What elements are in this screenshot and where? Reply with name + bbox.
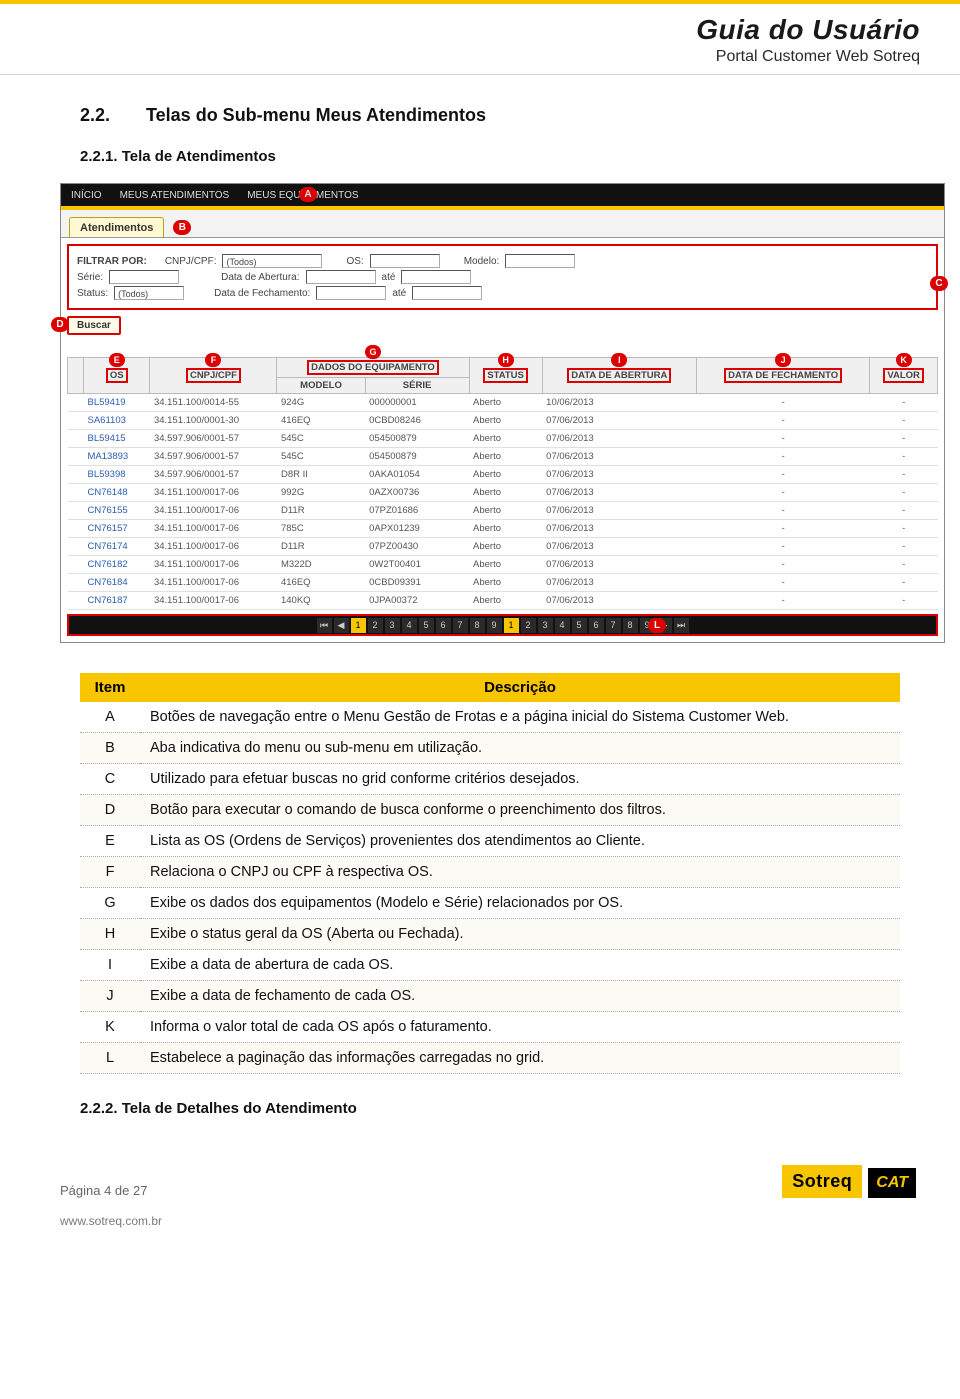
desc-row: FRelaciona o CNPJ ou CPF à respectiva OS… xyxy=(80,857,900,888)
table-row[interactable]: SA6110334.151.100/0001-30416EQ0CBD08246A… xyxy=(68,412,938,430)
pager-page[interactable]: 5 xyxy=(572,618,587,633)
pager-page[interactable]: 1 xyxy=(351,618,366,633)
filter-label: FILTRAR POR: xyxy=(77,256,147,267)
table-row[interactable]: BL5939834.597.906/0001-57D8R II0AKA01054… xyxy=(68,466,938,484)
desc-row: BAba indicativa do menu ou sub-menu em u… xyxy=(80,733,900,764)
pager-page[interactable]: 2 xyxy=(521,618,536,633)
subsection-heading: 2.2.1. Tela de Atendimentos xyxy=(80,148,900,165)
desc-row: GExibe os dados dos equipamentos (Modelo… xyxy=(80,888,900,919)
tab-row: Atendimentos B xyxy=(61,210,944,238)
desc-row: ABotões de navegação entre o Menu Gestão… xyxy=(80,702,900,733)
table-row[interactable]: CN7617434.151.100/0017-06D11R07PZ00430Ab… xyxy=(68,538,938,556)
desc-row: ELista as OS (Ordens de Serviços) proven… xyxy=(80,826,900,857)
pager: ⏮ ◀ 123456789123456789 ▶ ⏭ L xyxy=(67,614,938,636)
nav-meus-atendimentos[interactable]: MEUS ATENDIMENTOS xyxy=(120,190,230,201)
section-heading: 2.2. Telas do Sub-menu Meus Atendimentos xyxy=(80,105,900,126)
cat-logo: CAT xyxy=(868,1168,916,1198)
desc-row: LEstabelece a paginação das informações … xyxy=(80,1043,900,1074)
tab-atendimentos[interactable]: Atendimentos B xyxy=(69,217,164,237)
desc-row: HExibe o status geral da OS (Aberta ou F… xyxy=(80,919,900,950)
marker-d: D xyxy=(51,317,69,332)
table-row[interactable]: CN7615734.151.100/0017-06785C0APX01239Ab… xyxy=(68,520,938,538)
data-fechamento-from[interactable] xyxy=(316,286,386,300)
pager-prev[interactable]: ◀ xyxy=(334,618,349,633)
sotreq-logo: Sotreq xyxy=(782,1165,862,1198)
data-abertura-to[interactable] xyxy=(401,270,471,284)
cnpj-select[interactable]: (Todos) xyxy=(222,254,322,268)
data-fechamento-to[interactable] xyxy=(412,286,482,300)
desc-row: IExibe a data de abertura de cada OS. xyxy=(80,950,900,981)
table-row[interactable]: MA1389334.597.906/0001-57545C054500879Ab… xyxy=(68,448,938,466)
marker-l: L xyxy=(648,618,666,633)
desc-row: DBotão para executar o comando de busca … xyxy=(80,795,900,826)
document-header: Guia do Usuário Portal Customer Web Sotr… xyxy=(0,0,960,75)
pager-page[interactable]: 4 xyxy=(402,618,417,633)
table-row[interactable]: CN7614834.151.100/0017-06992G0AZX00736Ab… xyxy=(68,484,938,502)
footer: Página 4 de 27 Sotreq CAT xyxy=(0,1155,960,1210)
subsection-title: Tela de Atendimentos xyxy=(122,148,276,165)
nav-inicio[interactable]: INÍCIO xyxy=(71,190,102,201)
subsection-number: 2.2.1. xyxy=(80,148,118,165)
col-equip: GDADOS DO EQUIPAMENTO xyxy=(307,360,439,375)
pager-page[interactable]: 2 xyxy=(368,618,383,633)
modelo-input[interactable] xyxy=(505,254,575,268)
marker-c: C xyxy=(930,276,948,291)
serie-input[interactable] xyxy=(109,270,179,284)
doc-title: Guia do Usuário xyxy=(696,14,920,46)
buscar-button[interactable]: Buscar xyxy=(67,316,121,335)
desc-row: KInforma o valor total de cada OS após o… xyxy=(80,1012,900,1043)
col-fechamento[interactable]: JDATA DE FECHAMENTO xyxy=(724,368,842,383)
marker-b: B xyxy=(173,220,191,235)
nav-bar: INÍCIO MEUS ATENDIMENTOS MEUS EQUIPAMENT… xyxy=(61,184,944,206)
table-row[interactable]: CN7618234.151.100/0017-06M322D0W2T00401A… xyxy=(68,556,938,574)
col-os[interactable]: EOS xyxy=(106,368,128,383)
filter-panel: FILTRAR POR: CNPJ/CPF: (Todos) OS: Model… xyxy=(67,244,938,310)
next-subsection-heading: 2.2.2. Tela de Detalhes do Atendimento xyxy=(80,1100,900,1117)
table-row[interactable]: CN7618434.151.100/0017-06416EQ0CBD09391A… xyxy=(68,574,938,592)
col-item-header: Item xyxy=(80,673,140,702)
os-input[interactable] xyxy=(370,254,440,268)
data-abertura-from[interactable] xyxy=(306,270,376,284)
pager-page[interactable]: 3 xyxy=(385,618,400,633)
pager-page[interactable]: 7 xyxy=(453,618,468,633)
pager-first[interactable]: ⏮ xyxy=(317,618,332,633)
desc-row: CUtilizado para efetuar buscas no grid c… xyxy=(80,764,900,795)
table-row[interactable]: CN7618734.151.100/0017-06140KQ0JPA00372A… xyxy=(68,592,938,610)
footer-url: www.sotreq.com.br xyxy=(60,1214,960,1228)
desc-row: JExibe a data de fechamento de cada OS. xyxy=(80,981,900,1012)
col-modelo[interactable]: MODELO xyxy=(277,378,365,394)
section-title: Telas do Sub-menu Meus Atendimentos xyxy=(146,105,486,126)
col-status[interactable]: HSTATUS xyxy=(483,368,528,383)
table-row[interactable]: CN7615534.151.100/0017-06D11R07PZ01686Ab… xyxy=(68,502,938,520)
col-abertura[interactable]: IDATA DE ABERTURA xyxy=(567,368,671,383)
pager-last[interactable]: ⏭ xyxy=(674,618,689,633)
next-subsection-number: 2.2.2. xyxy=(80,1100,118,1117)
pager-page[interactable]: 4 xyxy=(555,618,570,633)
description-table: Item Descrição ABotões de navegação entr… xyxy=(80,673,900,1074)
doc-subtitle: Portal Customer Web Sotreq xyxy=(696,48,920,66)
pager-page[interactable]: 9 xyxy=(487,618,502,633)
screenshot: INÍCIO MEUS ATENDIMENTOS MEUS EQUIPAMENT… xyxy=(60,183,945,643)
page-number: Página 4 de 27 xyxy=(60,1183,147,1198)
col-valor[interactable]: KVALOR xyxy=(883,368,924,383)
pager-page[interactable]: 8 xyxy=(623,618,638,633)
table-row[interactable]: BL5941534.597.906/0001-57545C054500879Ab… xyxy=(68,430,938,448)
col-cnpj[interactable]: FCNPJ/CPF xyxy=(186,368,241,383)
section-number: 2.2. xyxy=(80,105,118,126)
pager-page[interactable]: 1 xyxy=(504,618,519,633)
table-row[interactable]: BL5941934.151.100/0014-55924G000000001Ab… xyxy=(68,394,938,412)
status-select[interactable]: (Todos) xyxy=(114,286,184,300)
pager-page[interactable]: 3 xyxy=(538,618,553,633)
pager-page[interactable]: 6 xyxy=(436,618,451,633)
col-desc-header: Descrição xyxy=(140,673,900,702)
col-serie[interactable]: SÉRIE xyxy=(365,378,469,394)
pager-page[interactable]: 7 xyxy=(606,618,621,633)
next-subsection-title: Tela de Detalhes do Atendimento xyxy=(122,1100,357,1117)
marker-a: A xyxy=(299,187,317,202)
pager-page[interactable]: 6 xyxy=(589,618,604,633)
pager-page[interactable]: 8 xyxy=(470,618,485,633)
pager-page[interactable]: 5 xyxy=(419,618,434,633)
results-grid: EOS FCNPJ/CPF GDADOS DO EQUIPAMENTO HSTA… xyxy=(67,357,938,610)
